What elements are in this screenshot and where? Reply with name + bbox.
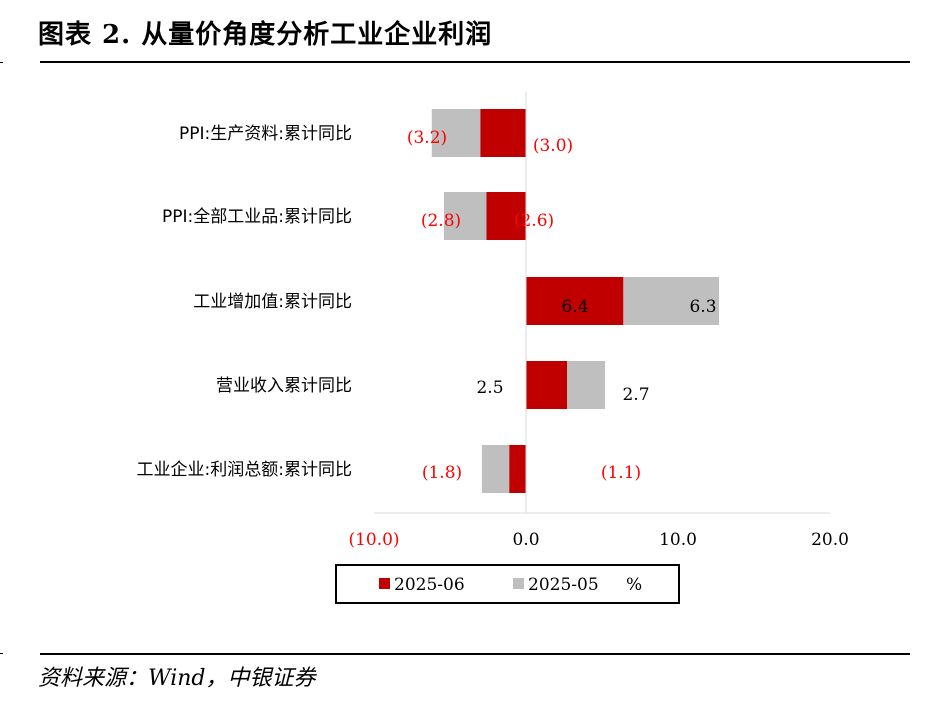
legend-unit: % (626, 575, 642, 595)
source-rule (40, 653, 910, 655)
data-label-2025-05: 2.5 (476, 378, 503, 398)
legend-label-2025-06: 2025-06 (394, 575, 465, 595)
side-mark-top (0, 62, 3, 63)
category-label: 工业企业:利润总额:累计同比 (137, 460, 352, 480)
x-tick-label: 10.0 (659, 530, 697, 550)
legend-swatch-2025-06 (379, 578, 390, 589)
chart-title: 图表 2. 从量价角度分析工业企业利润 (38, 20, 493, 50)
bar-2025-05 (481, 445, 510, 493)
data-label-2025-05: (2.8) (421, 211, 461, 231)
x-tick-label: 20.0 (811, 530, 849, 550)
data-label-2025-06: (1.1) (601, 463, 641, 483)
x-tick-label: 0.0 (512, 530, 539, 550)
legend: 2025-06 2025-05% (335, 564, 680, 604)
bar-2025-06 (526, 361, 568, 409)
bar-2025-05 (443, 192, 487, 240)
x-tick-labels: (10.0) 0.0 10.0 20.0 (348, 530, 848, 550)
x-tick-label: (10.0) (348, 530, 399, 550)
data-label-2025-06: 6.4 (561, 297, 588, 317)
side-mark-bottom (0, 653, 3, 654)
data-labels: (3.0) (3.2) (2.6) (2.8) 6.4 6.3 2.7 2.5 (1.1) (1.… (407, 128, 717, 483)
bar-2025-06 (509, 445, 526, 493)
bar-2025-05 (623, 277, 720, 325)
bar-2025-06 (526, 277, 624, 325)
category-label: 工业增加值:累计同比 (193, 292, 352, 312)
bar-2025-06 (486, 192, 526, 240)
legend-box (335, 564, 680, 604)
category-label: 营业收入累计同比 (216, 376, 352, 396)
data-label-2025-05: (1.8) (422, 463, 462, 483)
bars (431, 109, 720, 493)
data-label-2025-06: (2.6) (514, 211, 554, 231)
data-label-2025-06: 2.7 (622, 385, 649, 405)
legend-swatch-2025-05 (513, 578, 524, 589)
bar-chart: PPI:生产资料:累计同比 PPI:全部工业品:累计同比工业增加值:累计同比营业收… (137, 92, 849, 604)
category-label: PPI:全部工业品:累计同比 (162, 207, 352, 227)
category-labels: PPI:生产资料:累计同比 PPI:全部工业品:累计同比工业增加值:累计同比营业收… (137, 124, 352, 480)
data-label-2025-05: 6.3 (689, 297, 716, 317)
bar-2025-05 (567, 361, 606, 409)
category-label: PPI:生产资料:累计同比 (179, 124, 352, 144)
bar-2025-05 (431, 109, 481, 157)
legend-label-2025-05: 2025-05 (528, 575, 599, 595)
bar-2025-06 (480, 109, 526, 157)
source-note: 资料来源：Wind，中银证券 (38, 666, 316, 691)
data-label-2025-06: (3.0) (533, 136, 573, 156)
data-label-2025-05: (3.2) (407, 128, 447, 148)
title-rule (40, 61, 910, 63)
